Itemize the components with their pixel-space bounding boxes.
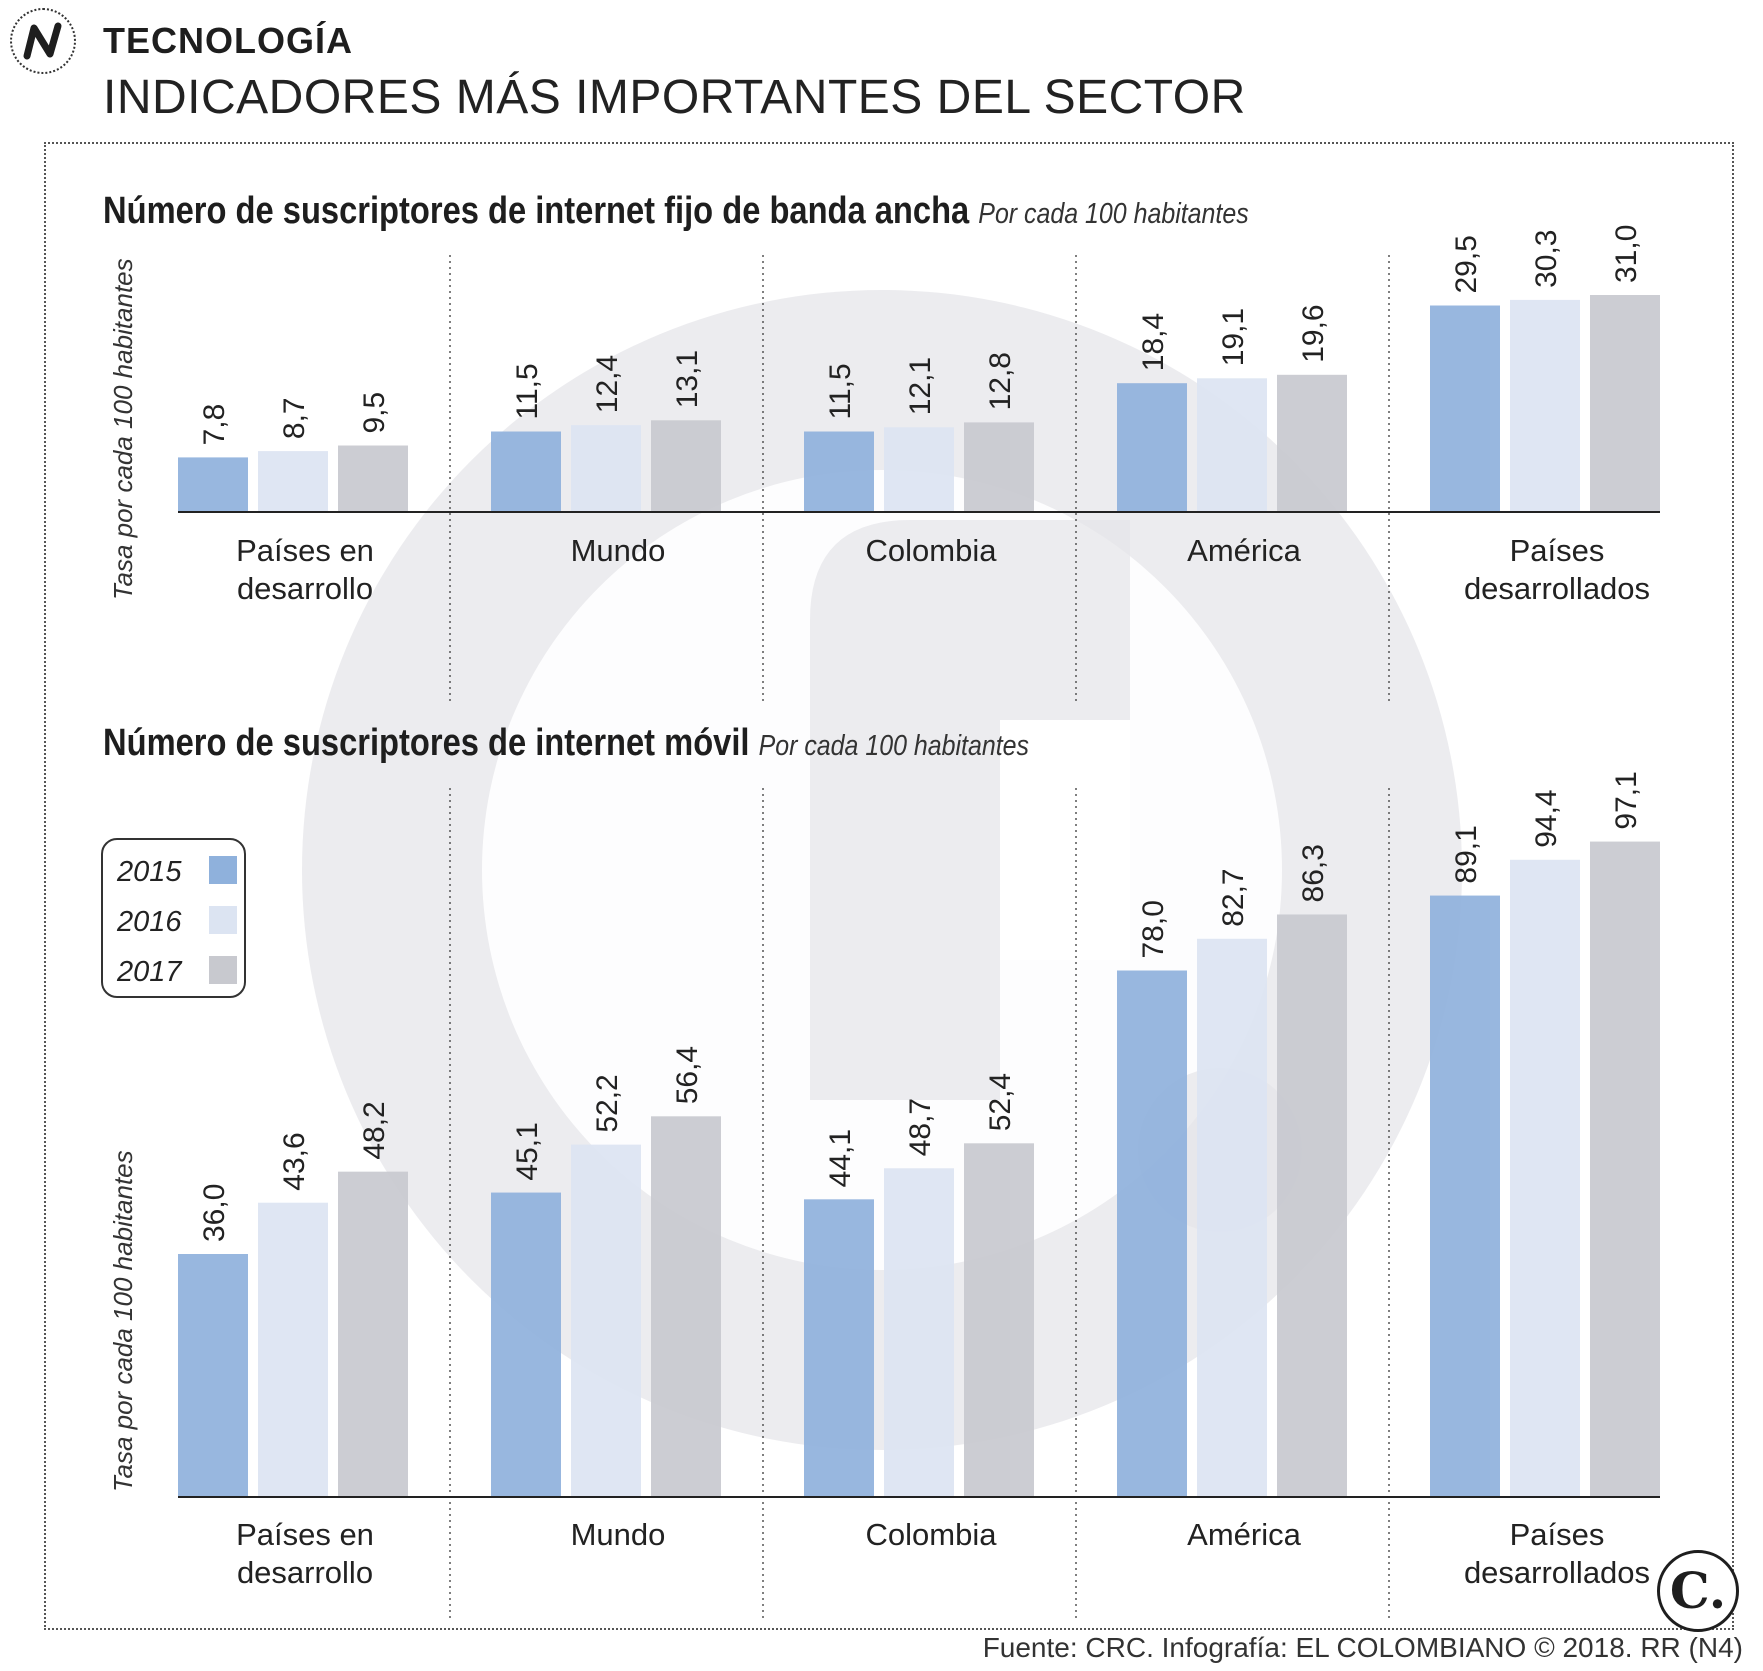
category-label: Países: [1510, 1517, 1605, 1552]
bar-2016: [1510, 299, 1580, 512]
category-label: América: [1187, 533, 1301, 568]
data-label: 31,0: [1610, 225, 1643, 283]
chart2-subtitle: Por cada 100 habitantes: [758, 730, 1029, 762]
category-label: desarrollados: [1464, 1555, 1650, 1590]
bar-2015: [1430, 305, 1500, 512]
legend-swatch: [209, 856, 237, 884]
bar-2015: [804, 431, 874, 512]
legend-item-2016: 2016: [117, 902, 237, 942]
data-label: 36,0: [198, 1184, 231, 1242]
data-label: 19,6: [1297, 304, 1330, 362]
data-label: 9,5: [358, 392, 391, 434]
bar-2015: [1430, 895, 1500, 1497]
category-label: Mundo: [571, 533, 666, 568]
category-label: Países: [1510, 533, 1605, 568]
data-label: 43,6: [278, 1132, 311, 1190]
bar-2016: [1197, 938, 1267, 1497]
chart1-title-text: Número de suscriptores de internet fijo …: [103, 190, 970, 232]
bar-2015: [804, 1199, 874, 1497]
category-label: Colombia: [866, 1517, 998, 1552]
data-label: 94,4: [1530, 789, 1563, 847]
bar-2017: [1277, 914, 1347, 1497]
category-label: Países en: [236, 533, 374, 568]
source-footer: Fuente: CRC. Infografía: EL COLOMBIANO ©…: [982, 1632, 1743, 1663]
chart1-title: Número de suscriptores de internet fijo …: [103, 190, 1249, 233]
data-label: 12,4: [591, 355, 624, 413]
data-label: 78,0: [1137, 900, 1170, 958]
n-zigzag-icon: [10, 8, 76, 74]
legend-label: 2015: [117, 856, 182, 888]
legend-swatch: [209, 956, 237, 984]
data-label: 86,3: [1297, 844, 1330, 902]
bar-2016: [1510, 859, 1580, 1497]
bar-2017: [338, 445, 408, 512]
legend-swatch: [209, 906, 237, 934]
bar-2017: [338, 1171, 408, 1497]
bar-2017: [964, 1143, 1034, 1497]
bar-2016: [884, 427, 954, 512]
legend-item-2017: 2017: [117, 952, 237, 992]
data-label: 48,7: [904, 1098, 937, 1156]
headline: INDICADORES MÁS IMPORTANTES DEL SECTOR: [103, 71, 1246, 124]
data-label: 52,4: [984, 1073, 1017, 1131]
data-label: 45,1: [511, 1122, 544, 1180]
bar-2015: [491, 1192, 561, 1497]
category-label: Mundo: [571, 1517, 666, 1552]
category-label: Países en: [236, 1517, 374, 1552]
legend-item-2015: 2015: [117, 852, 237, 892]
bar-2016: [884, 1168, 954, 1497]
bar-2016: [571, 1144, 641, 1497]
category-label: Colombia: [866, 533, 998, 568]
data-label: 18,4: [1137, 313, 1170, 371]
bar-2015: [1117, 383, 1187, 512]
bar-2016: [258, 451, 328, 512]
bar-2016: [258, 1202, 328, 1497]
section-label: TECNOLOGÍA: [103, 20, 353, 61]
legend-label: 2016: [117, 906, 182, 938]
data-label: 52,2: [591, 1074, 624, 1132]
bar-2017: [1590, 295, 1660, 512]
bar-2016: [1197, 378, 1267, 512]
chart2-title-text: Número de suscriptores de internet móvil: [103, 722, 750, 764]
data-label: 89,1: [1450, 825, 1483, 883]
data-label: 12,1: [904, 357, 937, 415]
bar-2015: [491, 431, 561, 512]
data-label: 56,4: [671, 1046, 704, 1104]
chart1-subtitle: Por cada 100 habitantes: [978, 198, 1249, 230]
bar-2015: [178, 1254, 248, 1497]
data-label: 29,5: [1450, 235, 1483, 293]
chart2-title: Número de suscriptores de internet móvil…: [103, 722, 1029, 765]
data-label: 13,1: [671, 350, 704, 408]
bar-2015: [1117, 970, 1187, 1497]
data-label: 82,7: [1217, 868, 1250, 926]
data-label: 8,7: [278, 397, 311, 439]
category-label: América: [1187, 1517, 1301, 1552]
bar-2017: [651, 420, 721, 512]
bar-2017: [964, 422, 1034, 512]
data-label: 97,1: [1610, 771, 1643, 829]
content-frame: [44, 142, 1734, 1630]
bar-2015: [178, 457, 248, 512]
category-label: desarrollo: [237, 1555, 373, 1590]
data-label: 19,1: [1217, 308, 1250, 366]
data-label: 44,1: [824, 1129, 857, 1187]
bar-2017: [651, 1116, 721, 1497]
data-label: 12,8: [984, 352, 1017, 410]
data-label: 30,3: [1530, 230, 1563, 288]
legend: 2015 2016 2017: [101, 838, 246, 998]
data-label: 48,2: [358, 1101, 391, 1159]
bar-2017: [1590, 841, 1660, 1497]
category-label: desarrollados: [1464, 571, 1650, 606]
bar-2017: [1277, 374, 1347, 512]
data-label: 7,8: [198, 404, 231, 446]
el-colombiano-logo: C.: [1657, 1550, 1739, 1632]
bar-2016: [571, 425, 641, 512]
data-label: 11,5: [824, 363, 857, 419]
legend-label: 2017: [117, 956, 182, 988]
data-label: 11,5: [511, 363, 544, 419]
category-label: desarrollo: [237, 571, 373, 606]
